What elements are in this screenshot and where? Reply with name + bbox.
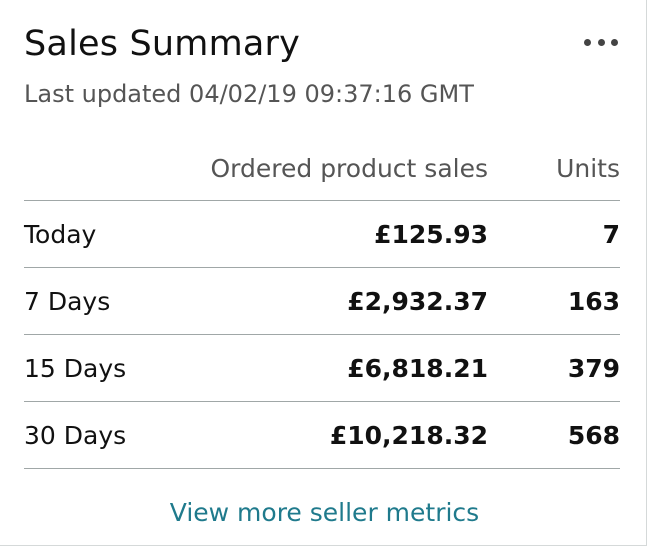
table-row: 7 Days £2,932.37 163 [24, 267, 620, 334]
sales-cell: £10,218.32 [329, 420, 488, 450]
ellipsis-icon [584, 38, 591, 46]
last-updated-text: Last updated 04/02/19 09:37:16 GMT [24, 80, 474, 108]
more-options-button[interactable] [584, 30, 618, 54]
sales-column-header: Ordered product sales [210, 153, 489, 183]
period-cell: 7 Days [24, 286, 111, 316]
units-column-header: Units [556, 153, 620, 183]
table-row: 30 Days £10,218.32 568 [24, 401, 620, 468]
period-cell: 15 Days [24, 353, 127, 383]
widget-title: Sales Summary [24, 24, 301, 64]
period-cell: 30 Days [24, 420, 127, 450]
sales-cell: £125.93 [374, 219, 488, 249]
units-cell: 163 [567, 286, 620, 316]
table-row: Today £125.93 7 [24, 200, 620, 267]
sales-cell: £6,818.21 [347, 353, 488, 383]
ellipsis-icon [611, 38, 618, 46]
units-cell: 568 [567, 420, 620, 450]
period-cell: Today [24, 219, 97, 249]
sales-table: Ordered product sales Units Today £125.9… [24, 140, 620, 469]
sales-cell: £2,932.37 [347, 286, 488, 316]
table-header-row: Ordered product sales Units [24, 140, 621, 200]
view-more-metrics-link[interactable]: View more seller metrics [169, 498, 480, 527]
ellipsis-icon [597, 38, 605, 46]
table-bottom-divider [24, 468, 620, 469]
table-row: 15 Days £6,818.21 379 [24, 334, 620, 401]
units-cell: 7 [602, 219, 620, 249]
units-cell: 379 [567, 353, 620, 383]
